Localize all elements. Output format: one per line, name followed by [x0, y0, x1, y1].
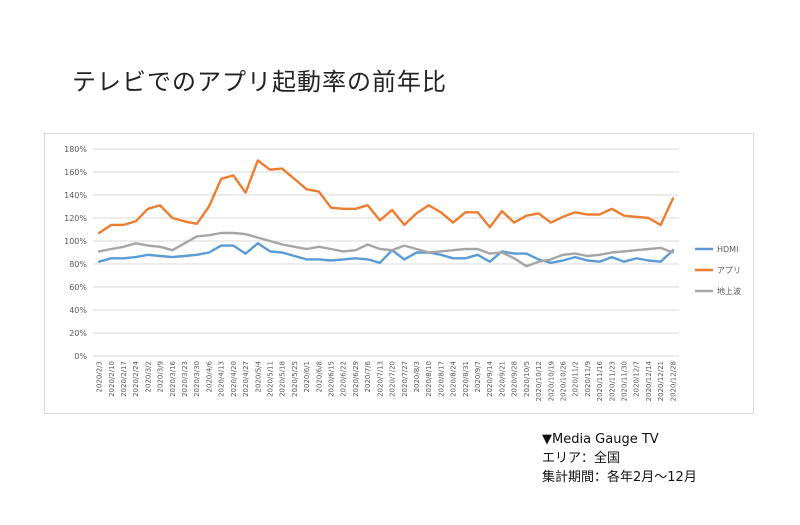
x-tick-label: 2020/6/1 — [303, 361, 311, 392]
x-tick-label: 2020/12/14 — [645, 360, 653, 401]
x-tick-label: 2020/11/16 — [596, 360, 604, 401]
y-tick-label: 140% — [64, 191, 87, 200]
x-tick-label: 2020/5/4 — [254, 360, 262, 392]
y-tick-label: 100% — [64, 237, 87, 246]
x-tick-label: 2020/8/24 — [450, 360, 458, 396]
x-tick-label: 2020/10/12 — [535, 361, 543, 401]
x-tick-label: 2020/8/3 — [413, 361, 421, 392]
y-tick-label: 160% — [64, 168, 87, 177]
x-tick-label: 2020/3/30 — [193, 361, 201, 397]
series-line-1 — [97, 159, 675, 235]
x-tick-label: 2020/7/6 — [364, 360, 372, 392]
series-line-2 — [97, 231, 675, 268]
x-tick-label: 2020/6/8 — [315, 361, 323, 392]
x-tick-label: 2020/8/31 — [462, 361, 470, 397]
x-tick-label: 2020/11/23 — [608, 361, 616, 401]
x-tick-label: 2020/11/30 — [621, 361, 629, 401]
series-line-0 — [97, 242, 675, 265]
x-tick-label: 2020/10/19 — [547, 361, 555, 401]
x-tick-label: 2020/4/27 — [242, 361, 250, 397]
x-tick-label: 2020/3/9 — [157, 361, 165, 392]
x-tick-label: 2020/7/27 — [401, 361, 409, 397]
y-tick-label: 60% — [69, 283, 87, 292]
legend-label: アプリ — [717, 266, 741, 275]
x-tick-label: 2020/11/9 — [584, 361, 592, 397]
y-tick-label: 120% — [64, 214, 87, 223]
x-tick-label: 2020/4/6 — [205, 360, 213, 392]
x-tick-label: 2020/9/7 — [474, 361, 482, 392]
x-tick-label: 2020/8/17 — [437, 361, 445, 397]
x-tick-label: 2020/4/13 — [218, 361, 226, 397]
x-tick-label: 2020/6/15 — [328, 361, 336, 397]
source-line-3: 集計期間：各年2月〜12月 — [542, 470, 697, 485]
x-tick-label: 2020/12/21 — [657, 361, 665, 401]
x-tick-label: 2020/12/7 — [633, 361, 641, 397]
x-tick-label: 2020/10/5 — [523, 361, 531, 397]
source-note: ▼Media Gauge TV エリア：全国 集計期間：各年2月〜12月 — [542, 430, 697, 487]
x-tick-label: 2020/3/23 — [181, 361, 189, 397]
x-tick-label: 2020/2/17 — [120, 361, 128, 397]
x-tick-label: 2020/9/14 — [486, 360, 494, 396]
y-tick-label: 180% — [64, 145, 87, 154]
x-tick-label: 2020/5/25 — [291, 361, 299, 397]
x-tick-label: 2020/6/22 — [340, 361, 348, 397]
x-tick-label: 2020/8/10 — [425, 361, 433, 397]
y-tick-label: 20% — [69, 329, 87, 338]
chart-area: 0% 20% 40% 60% 80% 100% 120% 140% 160% 180% 2020/2… — [44, 133, 754, 414]
x-tick-label: 2020/9/28 — [511, 361, 519, 397]
x-tick-label: 2020/2/10 — [108, 361, 116, 397]
x-tick-label: 2020/4/20 — [230, 361, 238, 397]
x-tick-label: 2020/2/3 — [96, 361, 104, 392]
x-tick-label: 2020/11/2 — [572, 361, 580, 397]
source-line-1: ▼Media Gauge TV — [542, 432, 659, 447]
x-tick-label: 2020/5/11 — [266, 361, 274, 397]
y-tick-label: 0% — [74, 352, 87, 361]
chart-title: テレビでのアプリ起動率の前年比 — [72, 68, 447, 96]
x-tick-label: 2020/10/26 — [559, 360, 567, 401]
x-tick-label: 2020/7/20 — [389, 361, 397, 397]
x-tick-label: 2020/3/2 — [144, 361, 152, 392]
legend-label: 地上波 — [717, 286, 741, 296]
x-tick-label: 2020/9/21 — [498, 361, 506, 397]
x-tick-label: 2020/7/13 — [376, 361, 384, 397]
x-tick-label: 2020/3/16 — [169, 360, 177, 396]
x-tick-label: 2020/12/28 — [669, 361, 677, 401]
x-tick-label: 2020/6/29 — [352, 361, 360, 397]
x-tick-label: 2020/5/18 — [279, 361, 287, 397]
line-chart: 0% 20% 40% 60% 80% 100% 120% 140% 160% 180% 2020/2… — [64, 145, 741, 401]
source-line-2: エリア：全国 — [542, 451, 621, 466]
y-tick-label: 40% — [69, 306, 87, 315]
x-tick-label: 2020/2/24 — [132, 360, 140, 396]
y-tick-label: 80% — [69, 260, 87, 269]
legend-label: HDMI — [717, 245, 738, 254]
